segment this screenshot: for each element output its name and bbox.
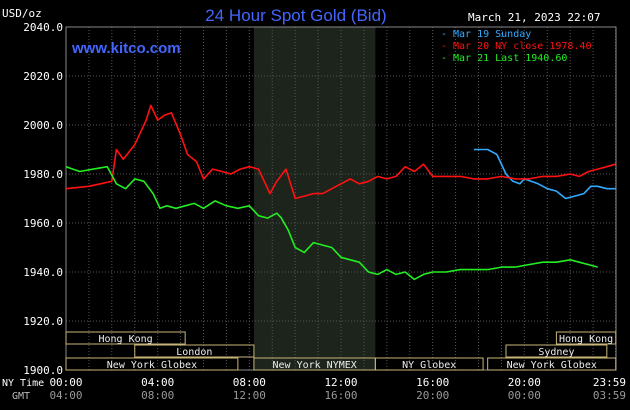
legend: - Mar 19 Sunday- Mar 20 NY close 1978.40- M… [441, 29, 591, 64]
y-tick-label: 1960.0 [23, 217, 63, 230]
session-box [487, 357, 617, 371]
x-tick-gmt: 16:00 [324, 389, 357, 402]
session-box [134, 344, 255, 358]
y-tick-label: 1900.0 [23, 364, 63, 377]
x-tick-ny: 00:00 [49, 376, 82, 389]
legend-marker: - [441, 53, 447, 64]
legend-entry: Mar 21 Last 1940.60 [453, 53, 567, 64]
session-label: New York Globex [507, 360, 597, 371]
chart-title: 24 Hour Spot Gold (Bid) [205, 6, 386, 25]
x-tick-gmt: 20:00 [416, 389, 449, 402]
website-label: www.kitco.com [71, 40, 181, 57]
legend-entry: Mar 19 Sunday [453, 29, 531, 40]
session-box [505, 344, 608, 358]
x-tick-ny: 16:00 [416, 376, 449, 389]
legend-marker: - [441, 29, 447, 40]
y-tick-label: 2000.0 [23, 119, 63, 132]
legend-marker: - [441, 41, 447, 52]
session-bars: Hong Kong London New York Globex New York N… [65, 331, 617, 371]
unit-label: USD/oz [2, 7, 42, 20]
x-tick-ny: 23:59 [593, 376, 626, 389]
x-tick-gmt: 08:00 [141, 389, 174, 402]
y-tick-label: 1920.0 [23, 315, 63, 328]
x-tick-ny: 12:00 [324, 376, 357, 389]
session-box [555, 331, 617, 345]
axis-labels: 1900.0 1920.0 1940.0 1960.0 1980.0 2000.0 2020… [23, 21, 626, 402]
series-line-1 [473, 148, 616, 200]
x-tick-ny: 20:00 [508, 376, 541, 389]
ny-time-label: NY Time [2, 378, 44, 389]
session-box [65, 331, 186, 345]
session-label: London [176, 347, 212, 358]
session-box [374, 357, 484, 371]
session-label: New York Globex [107, 360, 197, 371]
series-line-2 [65, 104, 616, 200]
x-tick-gmt: 04:00 [49, 389, 82, 402]
gmt-label: GMT [12, 391, 30, 402]
grid [65, 26, 617, 371]
legend-entry: Mar 20 NY close 1978.40 [453, 41, 591, 52]
session-label: Hong Kong [559, 334, 613, 345]
datetime-label: March 21, 2023 22:07 [468, 11, 600, 24]
y-tick-label: 2020.0 [23, 70, 63, 83]
series-lines [65, 104, 616, 281]
y-tick-label: 1940.0 [23, 266, 63, 279]
x-tick-gmt: 12:00 [233, 389, 266, 402]
session-label: Hong Kong [98, 334, 152, 345]
x-tick-gmt: 03:59 [593, 389, 626, 402]
session-box [65, 357, 239, 371]
y-tick-label: 2040.0 [23, 21, 63, 34]
session-label: New York NYMEX [272, 360, 356, 371]
series-line-3 [65, 165, 598, 281]
x-tick-ny: 04:00 [141, 376, 174, 389]
session-label: NY Globex [402, 360, 456, 371]
x-tick-ny: 08:00 [233, 376, 266, 389]
nymex-shade [253, 27, 376, 370]
session-label: Sydney [538, 347, 574, 358]
y-tick-label: 1980.0 [23, 168, 63, 181]
x-tick-gmt: 00:00 [508, 389, 541, 402]
